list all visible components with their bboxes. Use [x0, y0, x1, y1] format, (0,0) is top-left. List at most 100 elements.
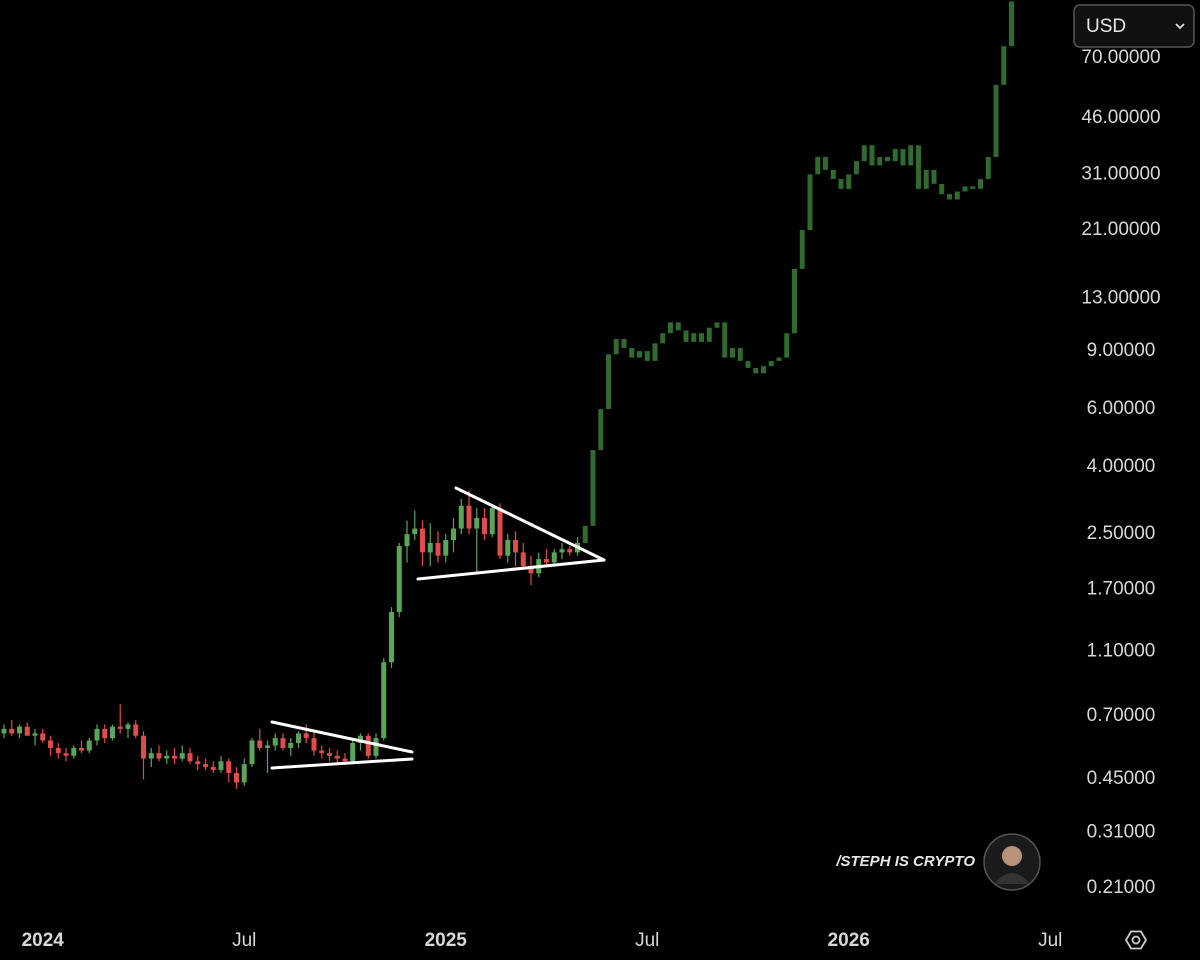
x-tick-label: Jul [1038, 930, 1062, 951]
candle-body [497, 508, 503, 556]
candle-body [776, 357, 782, 361]
candle-body [404, 534, 410, 547]
candle-body [606, 354, 611, 410]
triangle-annotations [270, 486, 606, 770]
candle-body [148, 753, 154, 759]
candle-body [482, 517, 487, 535]
chevron[interactable] [1175, 23, 1185, 30]
y-tick-label: 46.00000 [1081, 107, 1160, 128]
candle-body [489, 508, 495, 535]
x-tick-label: 2026 [828, 930, 870, 951]
candle-body [172, 755, 177, 759]
candle-body [745, 360, 751, 368]
candle-body [768, 360, 774, 367]
candle-body [86, 740, 92, 751]
y-tick-label: 31.00000 [1081, 163, 1160, 184]
y-tick-label: 1.10000 [1087, 640, 1156, 661]
candle-body [110, 726, 115, 739]
candle-body [280, 738, 286, 748]
currency-box[interactable] [1073, 4, 1195, 48]
candle-body [249, 740, 255, 765]
candle-body [513, 539, 518, 553]
candle-body [792, 268, 797, 334]
candle-body [102, 728, 108, 739]
candle-body [598, 409, 604, 451]
candle-body [846, 174, 852, 189]
candle-body [458, 505, 464, 529]
candle-body [358, 735, 363, 743]
candles [1, 1, 1014, 790]
candle-body [311, 738, 317, 751]
candle-body [303, 733, 309, 739]
candle-body [210, 767, 216, 770]
candle-body [342, 758, 348, 762]
candle-body [71, 747, 77, 756]
candle-body [652, 343, 658, 361]
candle-body [830, 169, 836, 180]
candle-body [908, 145, 914, 166]
candle-body [1009, 1, 1014, 47]
candle-body [241, 764, 247, 783]
trend-line [270, 757, 414, 770]
settings-button[interactable] [1124, 930, 1148, 950]
candle-body [218, 761, 224, 770]
candle-body [892, 149, 898, 162]
candle-body [381, 662, 387, 739]
candle-body [706, 327, 712, 342]
candle-body [1001, 46, 1007, 85]
candle-body [17, 726, 22, 734]
x-tick-label: 2024 [22, 930, 65, 951]
candle-body [753, 367, 759, 374]
candle-body [203, 764, 208, 768]
candle-body [164, 755, 170, 759]
candle-body [978, 179, 983, 189]
currency-selector[interactable]: USD [1073, 4, 1195, 48]
candle-body [582, 525, 588, 543]
candle-body [799, 230, 805, 269]
candle-body [931, 169, 937, 184]
candle-body [327, 753, 332, 756]
candle-body [939, 183, 945, 195]
y-tick-label: 0.45000 [1087, 768, 1156, 789]
x-axis: 2024 Jul 2025 Jul 2026 Jul [22, 930, 1063, 951]
candle-body [451, 528, 456, 540]
candle-body [784, 333, 790, 358]
candle-body [668, 322, 673, 334]
candle-body [551, 552, 557, 563]
candle-body [954, 191, 960, 200]
candle-body [691, 333, 697, 342]
trend-line [416, 558, 606, 581]
candle-body [63, 753, 69, 756]
candle-body [350, 742, 356, 762]
candle-body [234, 772, 239, 783]
currency-label[interactable]: USD [1086, 16, 1126, 37]
candle-body [55, 747, 61, 754]
candle-body [644, 351, 650, 361]
candle-body [885, 157, 890, 162]
candle-body [877, 157, 883, 166]
candle-body [79, 747, 84, 751]
candle-body [861, 145, 867, 162]
candle-body [32, 733, 38, 736]
candle-body [520, 552, 526, 567]
candle-body [869, 145, 875, 166]
candle-body [365, 735, 371, 756]
candle-body [296, 733, 301, 743]
candle-body [141, 735, 146, 759]
candle-body [660, 333, 666, 344]
candle-body [528, 566, 534, 574]
y-tick-label: 21.00000 [1081, 219, 1160, 240]
candle-body [993, 84, 999, 158]
candle-body [683, 330, 689, 342]
candle-body [226, 761, 232, 773]
candle-body [699, 333, 704, 342]
candle-body [396, 546, 402, 612]
y-tick-label: 13.00000 [1081, 288, 1160, 309]
candle-body [125, 724, 131, 729]
candle-body [443, 539, 449, 556]
candle-body [722, 322, 728, 358]
candle-body [675, 322, 681, 331]
candle-body [559, 549, 565, 553]
candle-body [373, 738, 379, 756]
